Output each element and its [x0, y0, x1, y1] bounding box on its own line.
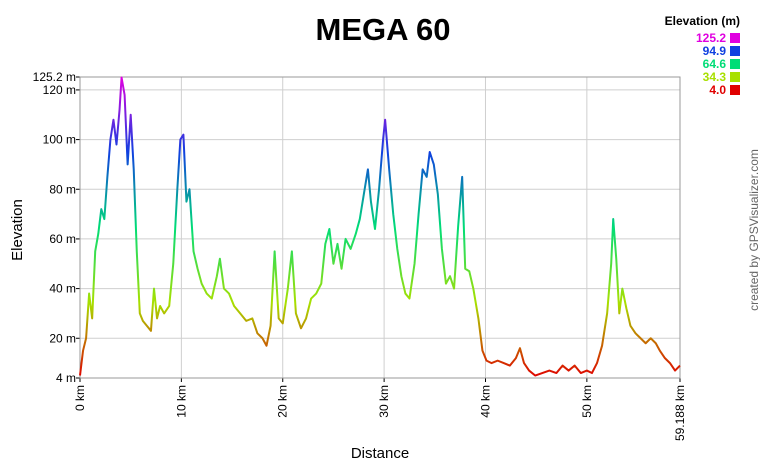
- legend-swatch: [730, 33, 740, 43]
- credit: created by GPSVisualizer.com: [747, 149, 760, 311]
- legend-swatch: [730, 59, 740, 69]
- legend-label: 125.2: [696, 31, 726, 45]
- y-tick-label: 40 m: [49, 282, 76, 296]
- plot-border: [79, 76, 681, 379]
- x-axis-label: Distance: [351, 445, 409, 460]
- legend-swatch: [730, 46, 740, 56]
- x-tick-label: 50 km: [580, 385, 594, 418]
- x-tick-label: 30 km: [377, 385, 391, 418]
- y-tick-label: 60 m: [49, 232, 76, 246]
- y-tick-label: 20 m: [49, 331, 76, 345]
- x-tick-label: 10 km: [174, 385, 188, 418]
- legend-swatch: [730, 72, 740, 82]
- y-tick-label: 80 m: [49, 182, 76, 196]
- x-tick-label: 0 km: [73, 385, 87, 411]
- legend-label: 64.6: [703, 57, 727, 71]
- y-tick-label: 4 m: [56, 371, 76, 385]
- x-tick-label: 40 km: [478, 385, 492, 418]
- y-tick-label: 100 m: [43, 133, 76, 147]
- legend-label: 94.9: [703, 44, 727, 58]
- y-tick-label: 120 m: [43, 83, 76, 97]
- chart-title: MEGA 60: [316, 12, 451, 47]
- x-tick-label: 59.188 km: [673, 385, 687, 441]
- y-axis-label: Elevation: [9, 199, 26, 261]
- legend-title: Elevation (m): [665, 14, 740, 28]
- x-tick-label: 20 km: [276, 385, 290, 418]
- legend-swatch: [730, 85, 740, 95]
- legend-label: 34.3: [703, 70, 727, 84]
- elevation-line: [79, 76, 681, 377]
- y-tick-label: 125.2 m: [33, 70, 76, 84]
- legend-label: 4.0: [709, 83, 726, 97]
